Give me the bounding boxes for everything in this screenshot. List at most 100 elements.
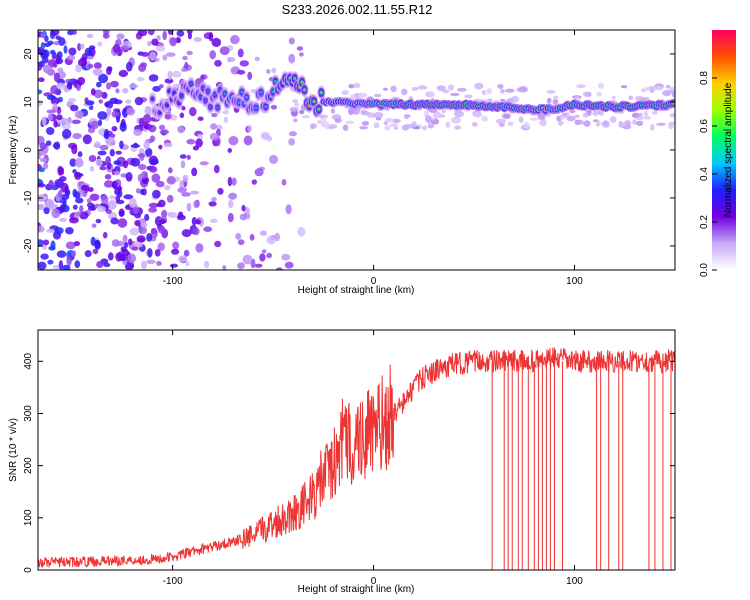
- noise-blob: [185, 261, 190, 267]
- noise-blob: [67, 98, 77, 103]
- noise-blob: [193, 200, 200, 209]
- noise-blob: [247, 125, 252, 133]
- figure-title: S233.2026.002.11.55.R12: [282, 2, 433, 17]
- noise-blob: [52, 264, 61, 270]
- noise-blob: [113, 160, 122, 166]
- noise-blob: [50, 30, 60, 36]
- noise-blob: [128, 238, 133, 246]
- snr-xtick-label: 0: [371, 576, 377, 587]
- noise-blob: [80, 43, 85, 50]
- noise-blob: [169, 37, 177, 47]
- noise-blob: [164, 78, 174, 84]
- noise-blob: [111, 111, 119, 118]
- noise-blob: [115, 88, 120, 94]
- haze-blob: [361, 121, 370, 126]
- noise-blob: [270, 105, 278, 110]
- ridge-blob: [206, 89, 210, 93]
- noise-blob: [139, 117, 145, 128]
- noise-blob: [68, 47, 77, 56]
- snr-ytick-label: 300: [23, 405, 34, 422]
- haze-blob: [423, 110, 429, 118]
- haze-blob: [328, 124, 338, 129]
- haze-blob: [537, 115, 544, 120]
- haze-blob: [392, 118, 401, 124]
- colorbar-tick-label: 0.6: [699, 119, 710, 133]
- noise-blob: [65, 227, 74, 235]
- noise-blob: [162, 30, 167, 41]
- noise-blob: [38, 77, 45, 82]
- haze-blob: [451, 116, 462, 124]
- haze-blob: [582, 112, 589, 118]
- noise-blob: [172, 70, 182, 78]
- noise-blob: [209, 50, 216, 60]
- noise-blob: [107, 252, 114, 261]
- noise-blob: [76, 84, 81, 91]
- noise-blob: [190, 190, 200, 195]
- haze-blob: [471, 122, 478, 127]
- haze-blob: [432, 111, 442, 119]
- noise-blob: [46, 127, 55, 135]
- haze-blob: [454, 125, 462, 130]
- noise-blob: [178, 255, 188, 263]
- noise-blob: [45, 140, 52, 146]
- noise-blob: [266, 235, 277, 245]
- noise-blob: [189, 107, 197, 117]
- haze-blob: [373, 93, 382, 98]
- colorbar-tick-label: 0.2: [699, 215, 710, 229]
- noise-blob: [136, 188, 141, 194]
- noise-blob: [134, 213, 141, 219]
- noise-blob: [43, 207, 50, 215]
- noise-blob: [131, 246, 139, 251]
- noise-blob: [38, 183, 46, 188]
- noise-blob: [38, 203, 45, 211]
- ridge-blob: [293, 76, 297, 80]
- ridge-blob: [208, 105, 213, 109]
- noise-blob: [66, 255, 72, 266]
- noise-blob: [159, 129, 170, 135]
- noise-blob: [288, 37, 295, 45]
- noise-blob: [275, 267, 283, 270]
- noise-blob: [186, 30, 193, 35]
- noise-blob: [181, 192, 191, 197]
- ridge-blob: [244, 95, 249, 99]
- ridge-blob: [264, 105, 268, 109]
- haze-blob: [623, 120, 632, 127]
- noise-blob: [211, 196, 217, 202]
- ridge-blob: [215, 106, 220, 109]
- noise-blob: [122, 234, 128, 243]
- noise-blob: [102, 32, 110, 39]
- noise-blob: [101, 91, 108, 99]
- noise-blob: [151, 38, 159, 46]
- noise-blob: [128, 198, 137, 208]
- noise-blob: [96, 205, 106, 213]
- noise-blob: [288, 138, 296, 146]
- haze-blob: [341, 90, 349, 95]
- ridge-blob: [237, 101, 241, 105]
- noise-blob: [40, 33, 46, 39]
- noise-blob: [186, 202, 192, 212]
- noise-blob: [104, 101, 110, 108]
- noise-blob: [158, 144, 163, 150]
- noise-blob: [63, 118, 73, 125]
- spectrogram-heatmap: [38, 30, 675, 270]
- colorbar-tick-label: 0.8: [699, 71, 710, 85]
- noise-blob: [261, 249, 267, 254]
- noise-blob: [69, 217, 79, 224]
- noise-blob: [177, 211, 184, 219]
- noise-blob: [235, 233, 242, 240]
- noise-blob: [113, 170, 121, 176]
- haze-blob: [450, 92, 460, 97]
- ridge-blob: [199, 95, 203, 99]
- noise-blob: [104, 174, 112, 180]
- haze-blob: [390, 85, 397, 93]
- noise-blob: [58, 260, 64, 270]
- noise-blob: [147, 248, 153, 258]
- noise-blob: [179, 180, 184, 189]
- noise-blob: [149, 135, 156, 142]
- noise-blob: [259, 253, 266, 262]
- haze-blob: [330, 108, 335, 114]
- noise-blob: [38, 99, 43, 107]
- noise-blob: [120, 246, 127, 253]
- haze-blob: [552, 98, 559, 106]
